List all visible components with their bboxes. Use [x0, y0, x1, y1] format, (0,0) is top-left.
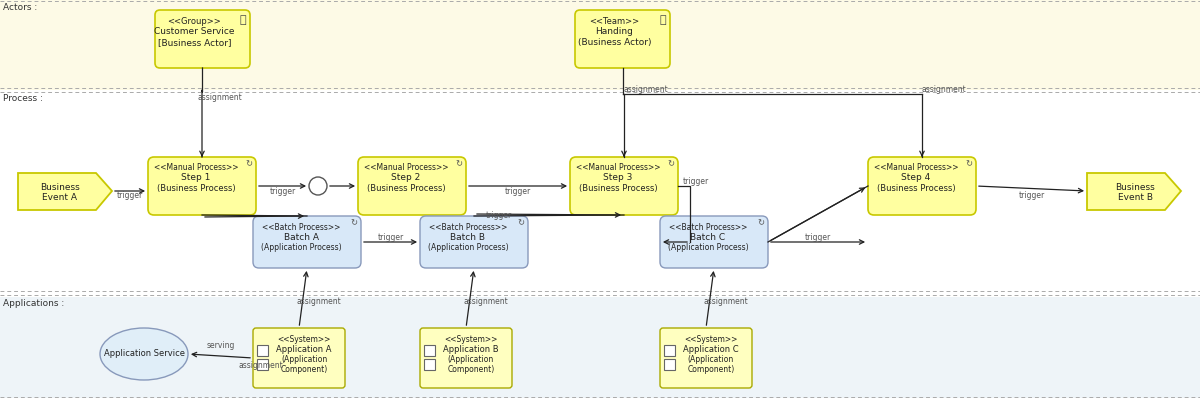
Text: assignment: assignment — [922, 84, 966, 94]
FancyBboxPatch shape — [148, 157, 256, 215]
Text: Handing: Handing — [595, 27, 634, 37]
Text: Application C: Application C — [683, 345, 739, 353]
Text: Batch B: Batch B — [450, 232, 486, 242]
Text: Event B: Event B — [1117, 193, 1152, 203]
Text: <<System>>: <<System>> — [684, 334, 738, 343]
Text: <<Batch Process>>: <<Batch Process>> — [262, 222, 340, 232]
Text: trigger: trigger — [377, 232, 403, 242]
Text: trigger: trigger — [505, 187, 532, 195]
Text: assignment: assignment — [703, 297, 749, 306]
Text: ↻: ↻ — [757, 218, 764, 227]
Text: trigger: trigger — [269, 187, 295, 195]
Text: <<Manual Process>>: <<Manual Process>> — [576, 164, 660, 172]
Polygon shape — [1087, 173, 1181, 210]
Text: trigger: trigger — [683, 176, 709, 185]
Text: <<System>>: <<System>> — [277, 334, 331, 343]
Bar — [0, 92, 1200, 295]
FancyBboxPatch shape — [575, 10, 670, 68]
FancyBboxPatch shape — [358, 157, 466, 215]
Text: Component): Component) — [688, 365, 734, 373]
Bar — [424, 345, 436, 356]
Text: Event A: Event A — [42, 193, 78, 203]
Text: ⛹: ⛹ — [240, 15, 246, 25]
Text: Application Service: Application Service — [103, 349, 185, 359]
Text: ↻: ↻ — [350, 218, 358, 227]
Text: ↻: ↻ — [245, 159, 252, 168]
Text: <<Manual Process>>: <<Manual Process>> — [874, 164, 959, 172]
Bar — [0, 0, 1200, 90]
Text: Customer Service: Customer Service — [155, 27, 235, 37]
Text: (Application: (Application — [448, 355, 494, 363]
FancyBboxPatch shape — [660, 216, 768, 268]
Text: assignment: assignment — [463, 297, 509, 306]
Text: trigger: trigger — [805, 232, 832, 242]
Text: (Business Process): (Business Process) — [367, 183, 445, 193]
FancyBboxPatch shape — [155, 10, 250, 68]
Text: trigger: trigger — [1019, 191, 1045, 201]
Bar — [424, 359, 436, 370]
Text: Actors :: Actors : — [2, 3, 37, 12]
Text: (Application: (Application — [281, 355, 328, 363]
Text: (Business Actor): (Business Actor) — [577, 39, 652, 47]
Text: serving: serving — [206, 341, 235, 351]
Ellipse shape — [100, 328, 188, 380]
Text: Step 3: Step 3 — [604, 174, 632, 183]
Bar — [257, 345, 268, 356]
Text: trigger: trigger — [116, 191, 143, 201]
Text: Step 2: Step 2 — [391, 174, 421, 183]
Text: Batch C: Batch C — [690, 232, 726, 242]
Text: <<Manual Process>>: <<Manual Process>> — [364, 164, 449, 172]
Text: assignment: assignment — [239, 361, 283, 371]
Text: (Application Process): (Application Process) — [260, 242, 341, 252]
FancyBboxPatch shape — [868, 157, 976, 215]
Text: ↻: ↻ — [455, 159, 462, 168]
Text: <<Batch Process>>: <<Batch Process>> — [428, 222, 508, 232]
Text: (Business Process): (Business Process) — [578, 183, 658, 193]
Bar — [664, 359, 674, 370]
Text: Step 1: Step 1 — [181, 174, 211, 183]
Bar — [0, 297, 1200, 398]
Text: (Application Process): (Application Process) — [667, 242, 749, 252]
Bar — [257, 359, 268, 370]
Text: Application A: Application A — [276, 345, 331, 353]
Text: Business: Business — [40, 183, 80, 191]
Text: trigger: trigger — [486, 211, 512, 220]
Text: [Business Actor]: [Business Actor] — [157, 39, 232, 47]
Text: assignment: assignment — [624, 84, 668, 94]
Text: assignment: assignment — [296, 297, 341, 306]
Text: Business: Business — [1115, 183, 1154, 191]
FancyBboxPatch shape — [570, 157, 678, 215]
Text: Application B: Application B — [443, 345, 499, 353]
Text: Process :: Process : — [2, 94, 43, 103]
FancyBboxPatch shape — [420, 216, 528, 268]
Text: ↻: ↻ — [667, 159, 674, 168]
FancyBboxPatch shape — [253, 328, 346, 388]
Text: ⛹: ⛹ — [660, 15, 666, 25]
Text: (Application Process): (Application Process) — [427, 242, 509, 252]
Text: Applications :: Applications : — [2, 299, 65, 308]
Text: (Business Process): (Business Process) — [877, 183, 955, 193]
Text: Component): Component) — [448, 365, 494, 373]
Text: <<Team>>: <<Team>> — [589, 16, 640, 25]
Text: ↻: ↻ — [517, 218, 524, 227]
Text: <<Batch Process>>: <<Batch Process>> — [668, 222, 748, 232]
Text: (Application: (Application — [688, 355, 734, 363]
Text: Component): Component) — [281, 365, 328, 373]
Text: <<Group>>: <<Group>> — [168, 16, 221, 25]
Text: Step 4: Step 4 — [901, 174, 931, 183]
FancyBboxPatch shape — [253, 216, 361, 268]
Text: Batch A: Batch A — [283, 232, 318, 242]
FancyBboxPatch shape — [420, 328, 512, 388]
Text: (Business Process): (Business Process) — [157, 183, 235, 193]
Text: ↻: ↻ — [965, 159, 972, 168]
Circle shape — [310, 177, 326, 195]
Polygon shape — [18, 173, 112, 210]
Bar — [664, 345, 674, 356]
Text: assignment: assignment — [198, 94, 242, 103]
Text: <<Manual Process>>: <<Manual Process>> — [154, 164, 239, 172]
FancyBboxPatch shape — [660, 328, 752, 388]
Text: <<System>>: <<System>> — [444, 334, 498, 343]
